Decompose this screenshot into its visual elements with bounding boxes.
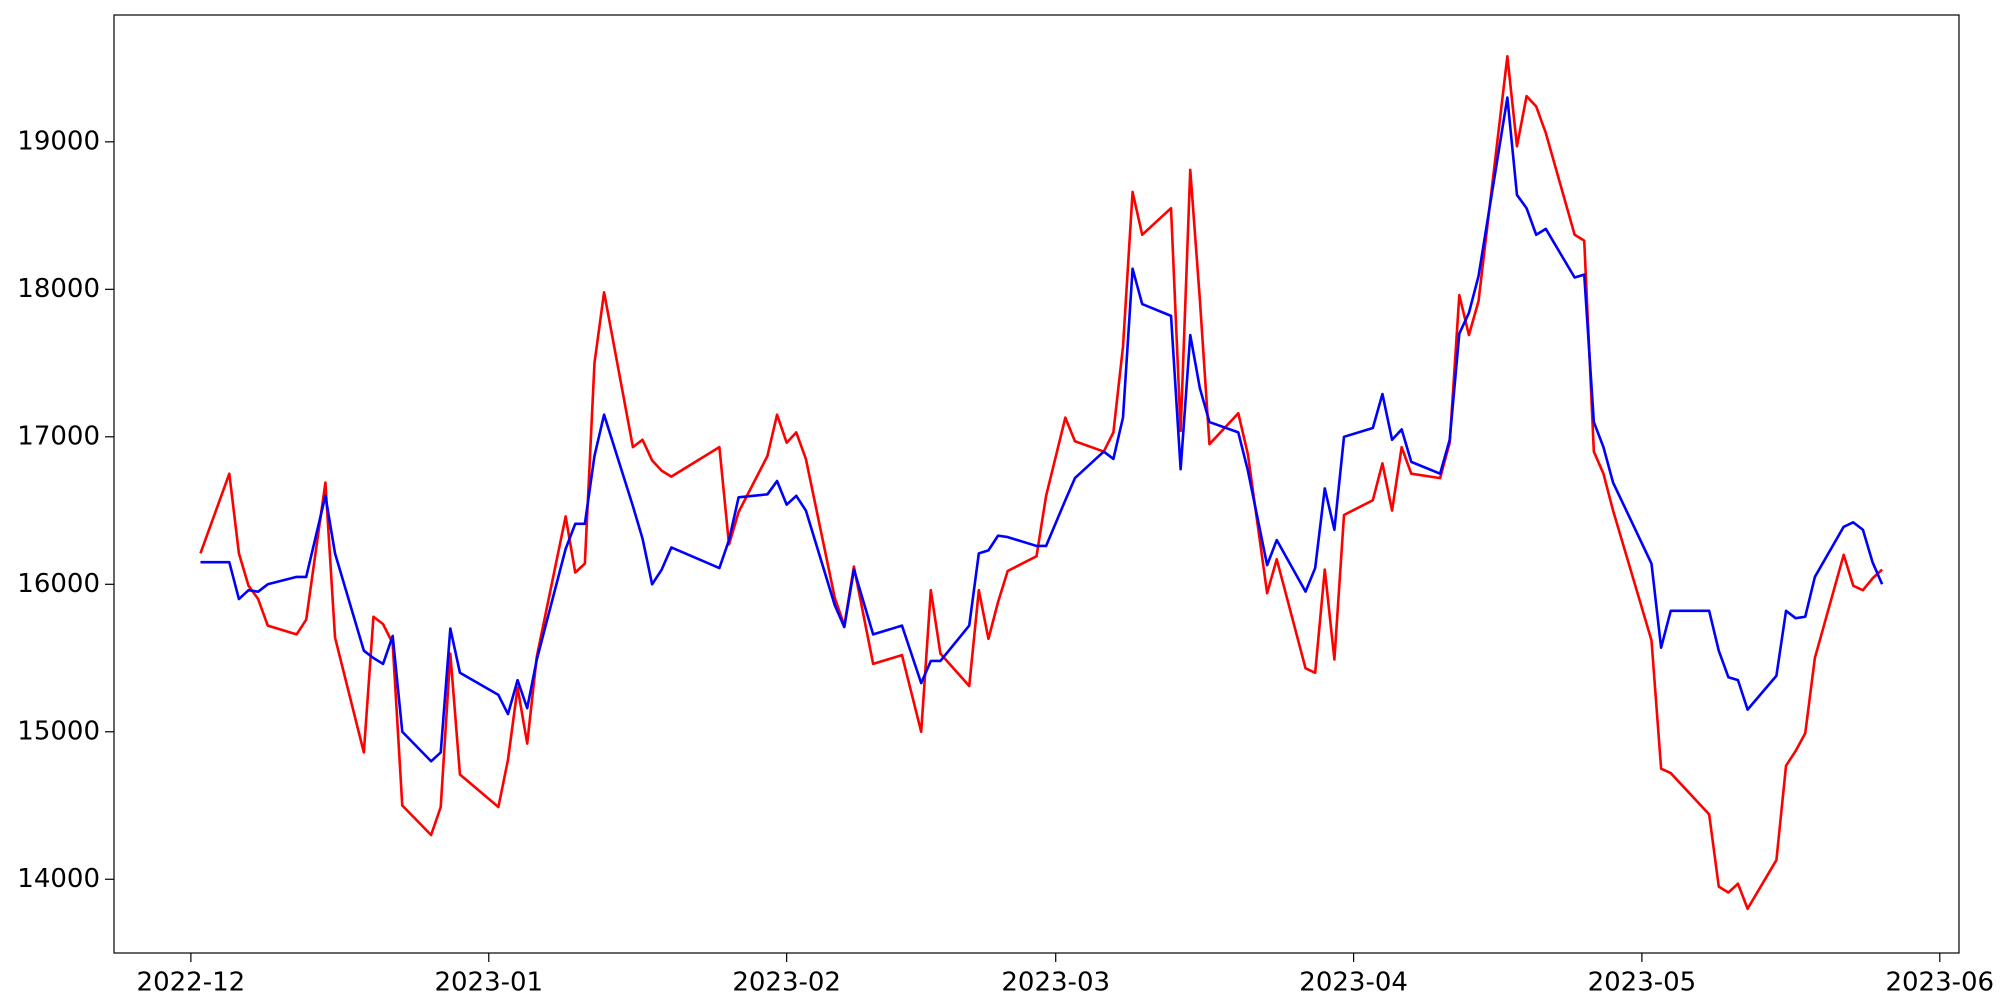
x-tick-label: 2023-05 xyxy=(1588,968,1697,998)
x-tick-label: 2023-04 xyxy=(1299,968,1408,998)
series-line xyxy=(199,55,1884,911)
y-tick-label: 15000 xyxy=(17,716,100,746)
series-line xyxy=(200,96,1884,763)
x-tick-label: 2023-02 xyxy=(732,968,841,998)
y-tick-label: 16000 xyxy=(17,569,100,599)
x-tick-label: 2023-03 xyxy=(1001,968,1110,998)
x-tick-label: 2023-06 xyxy=(1885,968,1994,998)
x-tick-label: 2022-12 xyxy=(137,968,246,998)
y-tick-label: 17000 xyxy=(17,421,100,451)
y-tick-label: 19000 xyxy=(17,126,100,156)
y-tick-label: 14000 xyxy=(17,864,100,894)
x-tick-label: 2023-01 xyxy=(434,968,543,998)
y-tick-label: 18000 xyxy=(17,274,100,304)
plot-frame xyxy=(113,14,1960,954)
